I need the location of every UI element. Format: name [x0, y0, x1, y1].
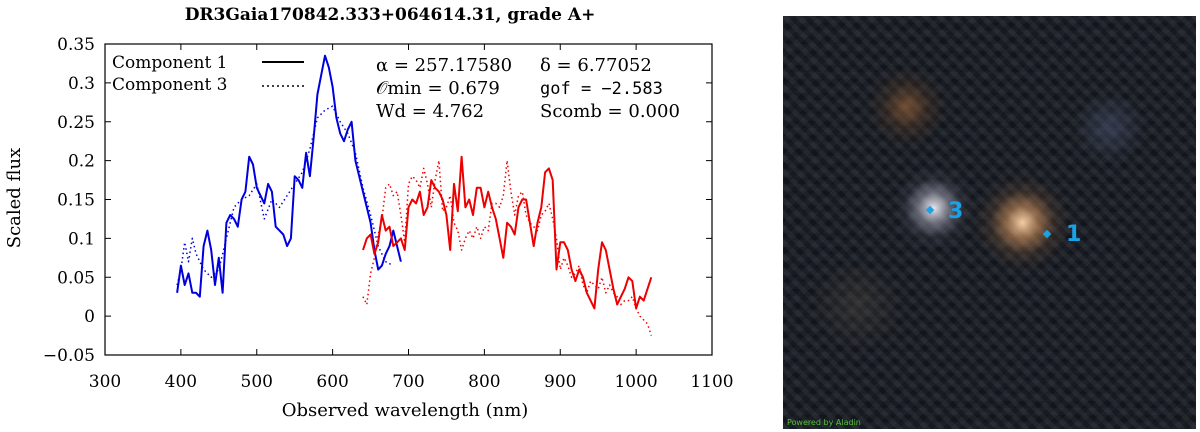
aladin-credit: Powered by Aladin [787, 418, 861, 427]
annotation-gof: gof = −2.583 [540, 79, 663, 99]
fit-annotations: α = 257.17580 δ = 6.77052 𝒪min = 0.679 g… [376, 55, 680, 122]
legend: Component 1 Component 3 [112, 53, 304, 95]
y-tick-label: 0.1 [68, 229, 95, 249]
annotation-w-d: Wd = 4.762 [376, 101, 484, 122]
x-tick-label: 500 [241, 372, 273, 392]
x-tick-label: 1000 [614, 372, 657, 392]
y-tick-label: 0.25 [57, 113, 95, 133]
source-label-1: 1 [1066, 222, 1082, 247]
annotation-o-min: 𝒪min = 0.679 [376, 78, 500, 99]
legend-label-component-3: Component 3 [112, 75, 228, 95]
y-tick-label: 0.2 [68, 152, 95, 172]
y-tick-label: 0.35 [57, 35, 95, 55]
annotation-delta: δ = 6.77052 [540, 55, 652, 76]
series-line-1 [176, 105, 394, 286]
series-line-2 [362, 155, 653, 310]
annotation-alpha: α = 257.17580 [376, 55, 512, 76]
y-tick-label: 0.3 [68, 74, 95, 94]
x-tick-label: 900 [544, 372, 576, 392]
x-tick-label: 600 [316, 372, 348, 392]
sky-cutout-image: 3 1 Powered by Aladin [783, 16, 1196, 429]
y-axis-label: Scaled flux [4, 148, 25, 249]
x-axis-label: Observed wavelength (nm) [282, 400, 529, 421]
legend-label-component-1: Component 1 [112, 53, 228, 73]
source-label-3: 3 [948, 199, 964, 224]
chart-title: DR3Gaia170842.333+064614.31, grade A+ [185, 5, 596, 25]
x-tick-label: 700 [392, 372, 424, 392]
source-marker-3 [925, 205, 935, 215]
y-tick-label: 0.15 [57, 191, 95, 211]
y-tick-label: −0.05 [43, 346, 95, 366]
annotation-s-comb: Scomb = 0.000 [540, 101, 680, 122]
series-line-0 [176, 54, 402, 298]
y-tick-label: 0.05 [57, 268, 95, 288]
y-tick-label: 0 [84, 307, 95, 327]
spectrum-chart: DR3Gaia170842.333+064614.31, grade A+ 30… [4, 5, 734, 421]
x-tick-label: 400 [165, 372, 197, 392]
source-marker-1 [1042, 229, 1052, 239]
x-tick-label: 800 [468, 372, 500, 392]
x-tick-label: 300 [89, 372, 121, 392]
series-line-3 [362, 159, 653, 336]
x-tick-label: 1100 [690, 372, 733, 392]
